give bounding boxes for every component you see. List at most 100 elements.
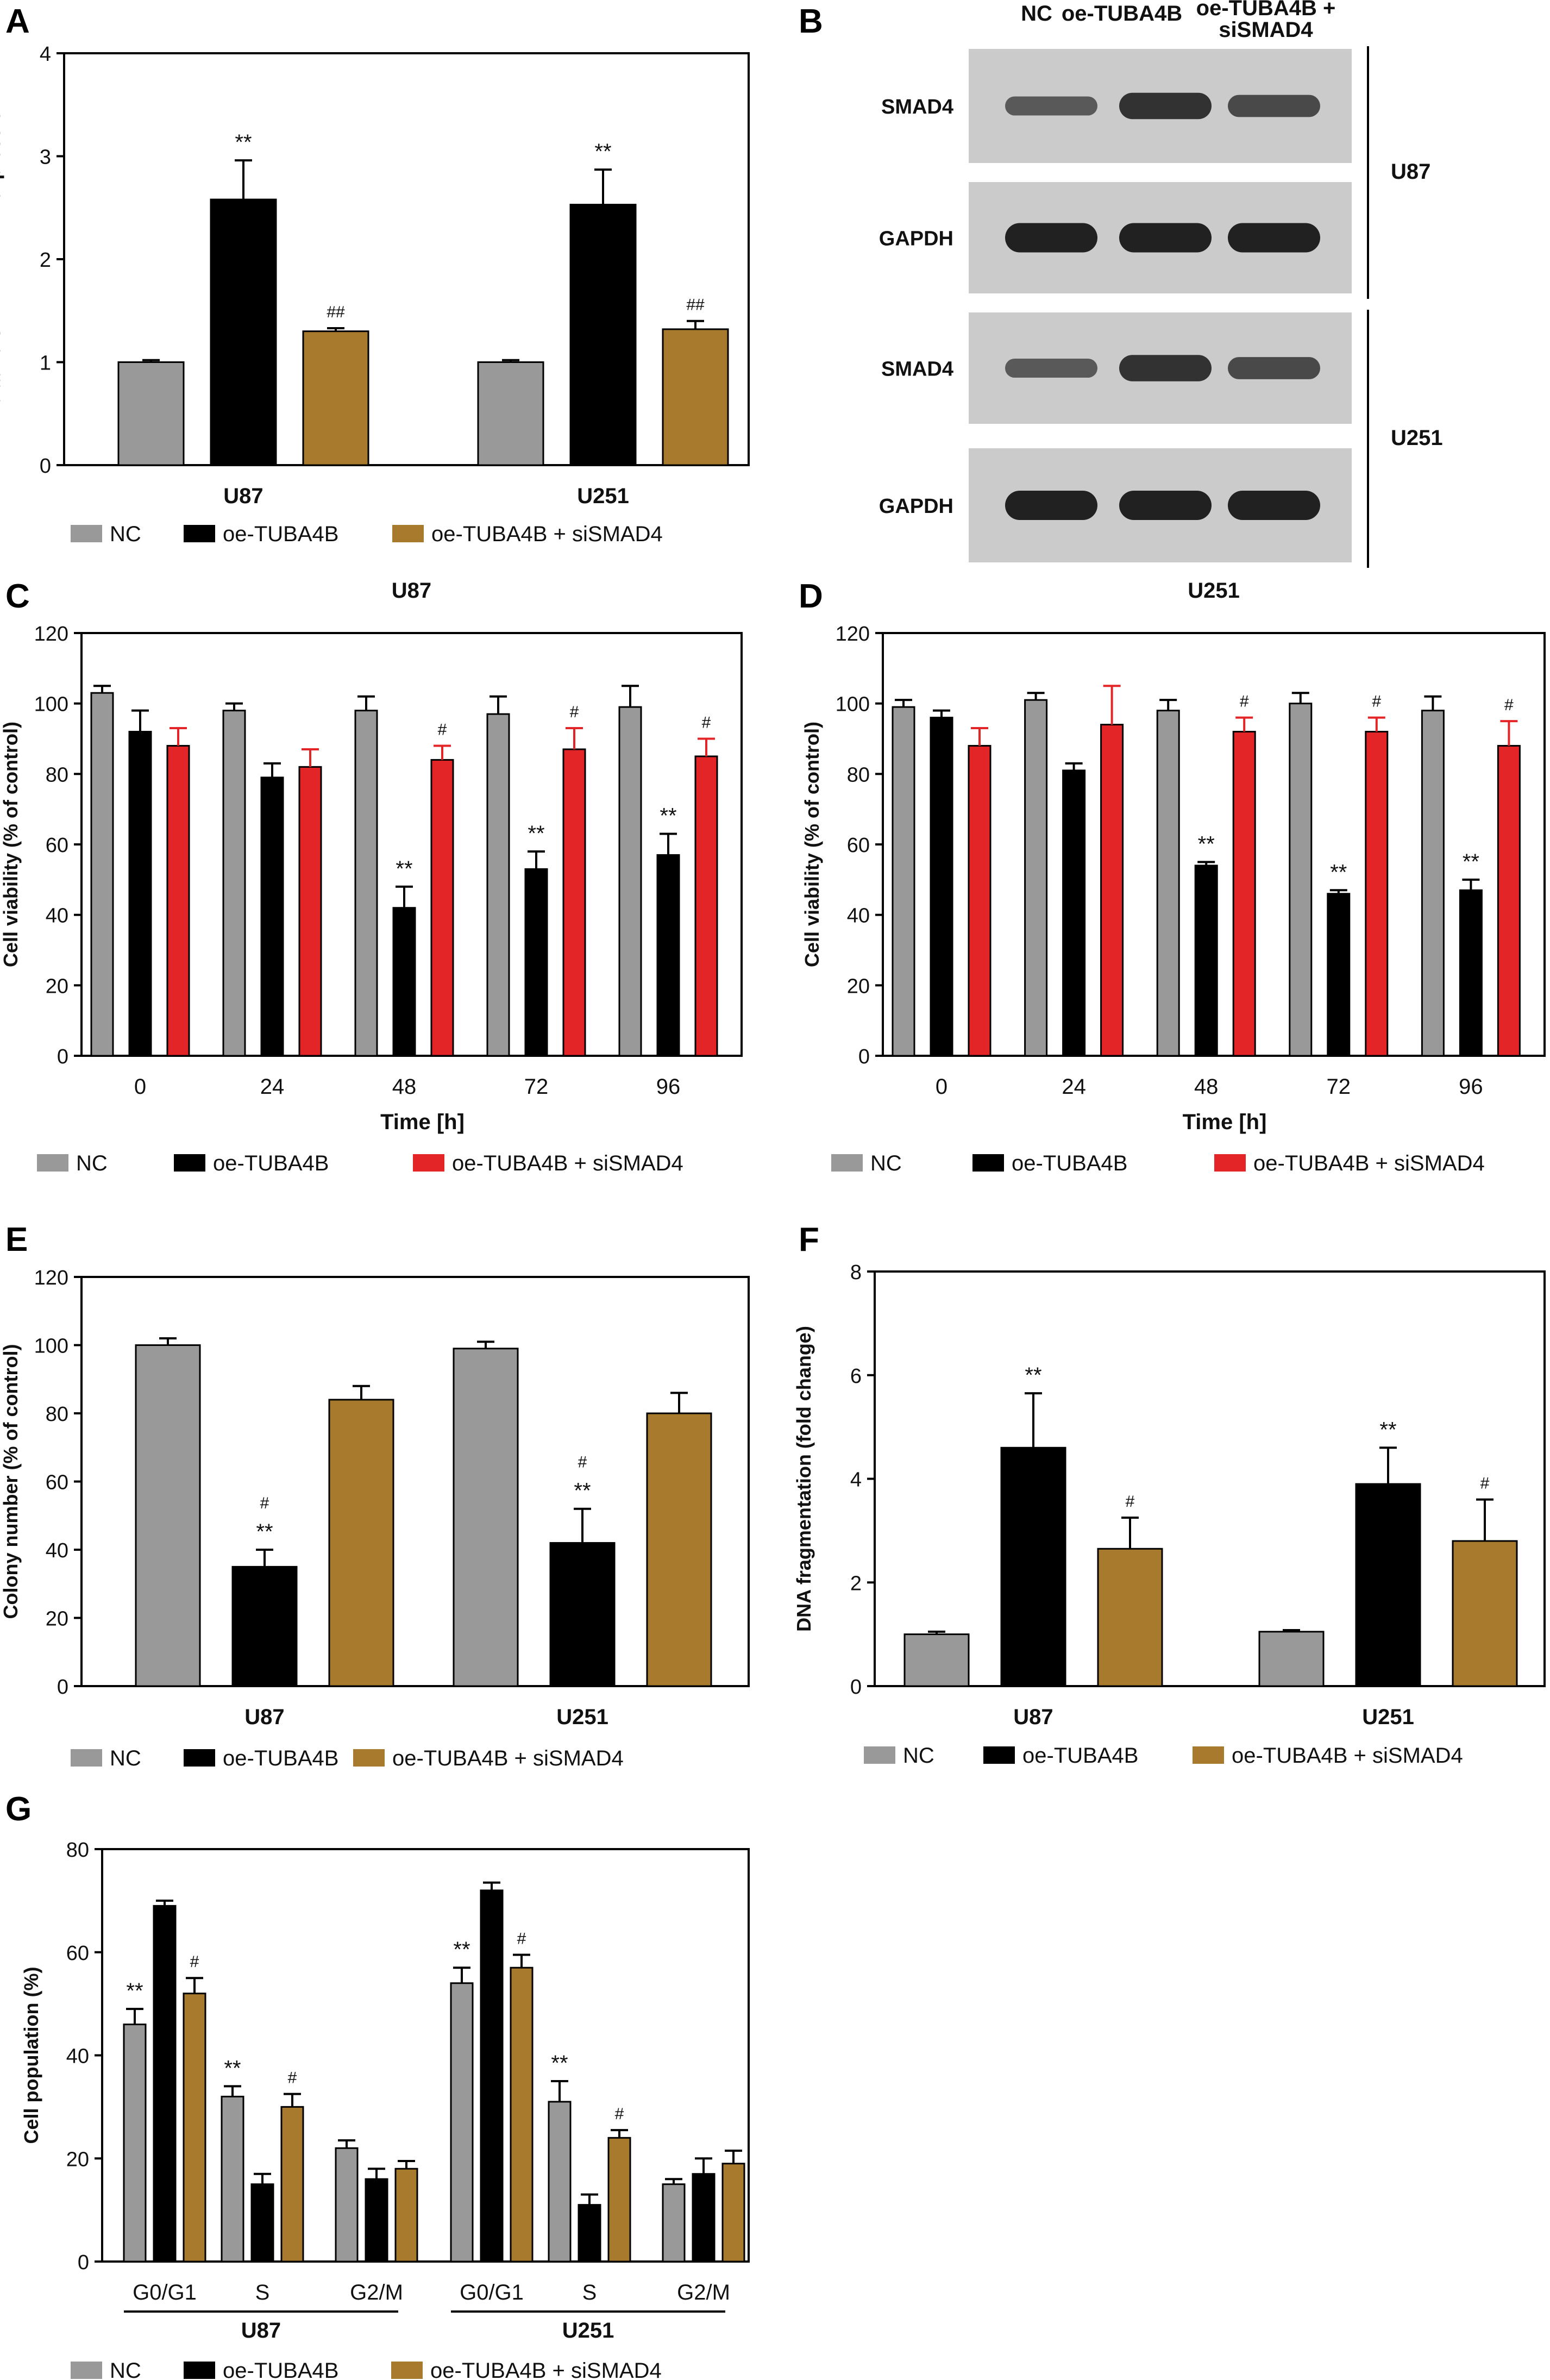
- legend-a: NC oe-TUBA4B oe-TUBA4B + siSMAD4: [71, 522, 663, 546]
- y-axis-label: Cell population (%): [20, 1967, 42, 2144]
- bar: [1097, 1548, 1163, 1687]
- bar: [892, 706, 915, 1057]
- y-tick-label: 3: [40, 146, 51, 169]
- y-tick-label: 0: [858, 1045, 870, 1068]
- blot-band: [1119, 355, 1212, 381]
- legend-label: NC: [110, 1746, 141, 1770]
- bar: [510, 1966, 534, 2263]
- legend-swatch: [71, 525, 102, 542]
- y-tick-label: 100: [34, 693, 68, 716]
- y-tick-label: 4: [850, 1469, 862, 1492]
- bar: [394, 2168, 418, 2263]
- significance-mark: #: [1240, 693, 1249, 711]
- y-tick-label: 120: [34, 1267, 68, 1289]
- bar: [903, 1633, 970, 1687]
- significance-mark: #: [1504, 696, 1514, 714]
- panel-letter: B: [799, 3, 823, 40]
- significance-mark: **: [256, 1520, 273, 1544]
- y-tick-label: 40: [46, 1539, 68, 1562]
- x-tick-label: 24: [260, 1075, 285, 1099]
- bar: [1289, 703, 1313, 1057]
- significance-mark: **: [1330, 860, 1347, 884]
- y-tick-label: 20: [46, 975, 68, 998]
- legend-swatch: [983, 1746, 1015, 1764]
- lane-label: oe-TUBA4B: [1062, 2, 1182, 26]
- significance-mark: #: [438, 721, 447, 738]
- bar: [328, 1399, 394, 1687]
- legend-label: oe-TUBA4B: [223, 2359, 338, 2380]
- cell-line-label: U87: [1391, 160, 1430, 184]
- chart-c: 0 20 40 60 80 100 120 Cell viability (% of cont…: [0, 579, 743, 1134]
- legend-swatch: [71, 1749, 102, 1767]
- legend-label: NC: [870, 1151, 902, 1175]
- blot-band: [1119, 92, 1212, 120]
- y-tick-label: 20: [66, 2148, 89, 2171]
- legend-swatch: [37, 1154, 68, 1172]
- lane-label: NC: [1021, 2, 1052, 26]
- bar: [1421, 710, 1445, 1057]
- blot-band: [1005, 223, 1097, 253]
- bar: [1194, 865, 1218, 1057]
- x-tick-label: 0: [936, 1075, 947, 1099]
- chart-d: 0 20 40 60 80 100 120 Cell viability (% of cont…: [801, 579, 1546, 1134]
- y-tick-label: 80: [66, 1839, 89, 1862]
- y-tick-label: 80: [847, 763, 870, 786]
- bar: [1365, 731, 1389, 1057]
- legend-swatch: [184, 2362, 215, 2379]
- legend-label: oe-TUBA4B + siSMAD4: [1232, 1744, 1463, 1768]
- legend-swatch: [184, 1749, 215, 1767]
- x-tick-label: S: [255, 2281, 270, 2304]
- bar: [90, 692, 114, 1057]
- y-tick-label: 0: [40, 455, 51, 478]
- blot-band: [1228, 490, 1320, 521]
- panel-letter: E: [5, 1221, 28, 1258]
- bar: [968, 744, 992, 1057]
- bar: [721, 2163, 745, 2263]
- bar: [183, 1993, 206, 2263]
- legend-f: NC oe-TUBA4B oe-TUBA4B + siSMAD4: [864, 1744, 1463, 1768]
- bar: [548, 2101, 572, 2263]
- x-tick-label: G2/M: [350, 2281, 403, 2304]
- panel-letter: D: [799, 578, 823, 615]
- significance-mark: **: [224, 2056, 241, 2080]
- bar: [486, 713, 510, 1057]
- lane-label: oe-TUBA4B +: [1196, 0, 1336, 20]
- legend-label: oe-TUBA4B: [223, 1746, 338, 1770]
- y-tick-label: 60: [66, 1942, 89, 1965]
- bar: [656, 854, 680, 1057]
- significance-mark: **: [1198, 832, 1215, 856]
- y-tick-label: 60: [46, 834, 68, 857]
- legend-swatch: [71, 2362, 102, 2379]
- y-tick-label: 0: [57, 1676, 68, 1699]
- x-tick-label: S: [582, 2281, 597, 2304]
- x-axis-label: Time [h]: [380, 1110, 465, 1134]
- bar: [210, 198, 277, 466]
- y-tick-label: 6: [850, 1365, 862, 1388]
- chart-title: U87: [392, 579, 431, 603]
- legend-label: oe-TUBA4B + siSMAD4: [1253, 1151, 1485, 1175]
- legend-swatch: [174, 1154, 205, 1172]
- bar: [354, 710, 378, 1057]
- y-tick-label: 0: [57, 1045, 68, 1068]
- blot-band: [1119, 223, 1212, 253]
- bar: [1355, 1483, 1421, 1687]
- legend-label: oe-TUBA4B + siSMAD4: [452, 1151, 683, 1175]
- significance-mark: **: [1463, 850, 1479, 874]
- x-tick-label: 0: [134, 1075, 146, 1099]
- panel-letter: C: [5, 578, 30, 615]
- legend-swatch: [184, 525, 215, 542]
- y-tick-label: 100: [34, 1335, 68, 1358]
- bar: [646, 1412, 712, 1687]
- y-axis-label: Cell viability (% of control): [0, 722, 22, 967]
- significance-mark: **: [660, 804, 676, 828]
- x-category-label: U87: [223, 484, 263, 508]
- bar: [662, 2183, 686, 2263]
- significance-mark: #: [1372, 693, 1381, 711]
- x-category-label: U251: [577, 484, 629, 508]
- y-tick-label: 40: [847, 905, 870, 928]
- blot-band: [1228, 223, 1320, 253]
- y-tick-label: 60: [847, 834, 870, 857]
- bar: [222, 710, 246, 1057]
- bar: [135, 1344, 201, 1687]
